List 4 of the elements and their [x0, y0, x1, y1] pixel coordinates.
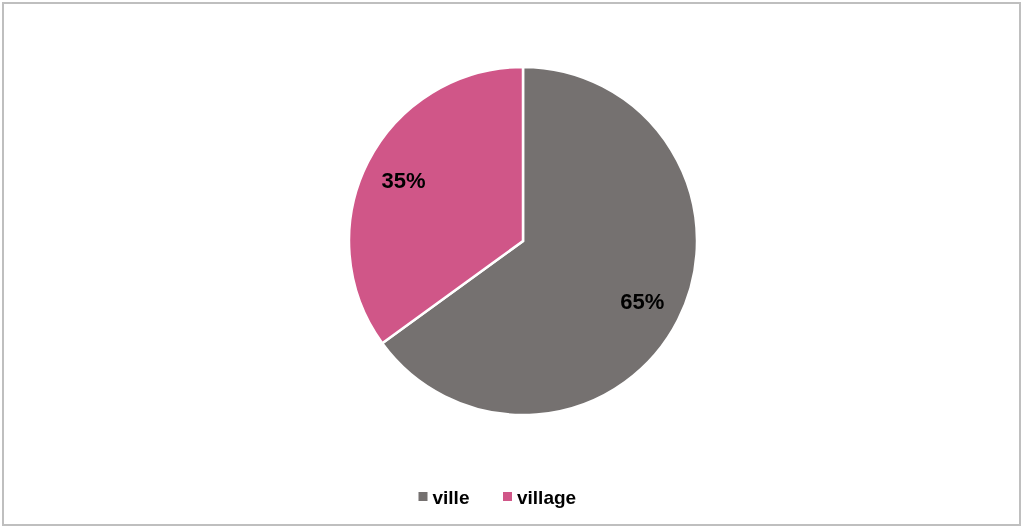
legend-label: village	[517, 486, 577, 508]
data-label: 65%	[620, 289, 665, 315]
legend-label: ville	[432, 486, 470, 508]
data-label: 35%	[381, 167, 426, 193]
